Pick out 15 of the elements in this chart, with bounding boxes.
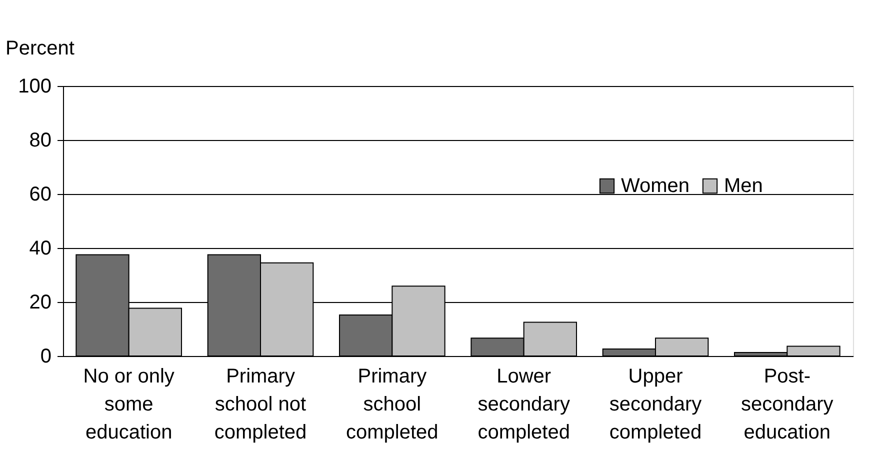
y-tick-label: 60: [29, 184, 52, 206]
y-axis-title: Percent: [6, 38, 75, 60]
legend-label: Men: [724, 175, 763, 197]
x-tick-label: Lower secondary completed: [478, 366, 570, 444]
x-tick-label: Upper secondary completed: [609, 366, 702, 444]
x-tick-label: Primary school not completed: [214, 366, 307, 444]
y-tick-label: 100: [18, 76, 52, 98]
x-tick-label: No or only some education: [83, 366, 174, 444]
x-tick-label: Post- secondary education: [741, 366, 834, 444]
y-tick-label: 80: [29, 130, 52, 152]
y-tick-label: 0: [40, 346, 52, 368]
y-tick-label: 20: [29, 292, 52, 314]
x-tick-label: Primary school completed: [346, 366, 438, 444]
legend-label: Women: [621, 175, 690, 197]
y-tick-label: 40: [29, 238, 52, 260]
